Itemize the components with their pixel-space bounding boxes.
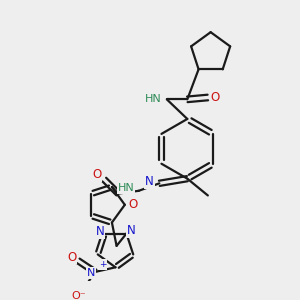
Text: N: N [127, 224, 136, 237]
Text: HN: HN [117, 183, 134, 193]
Text: O⁻: O⁻ [72, 291, 86, 300]
Text: O: O [67, 250, 76, 263]
Text: N: N [145, 175, 154, 188]
Text: O: O [92, 168, 101, 182]
Text: N: N [95, 225, 104, 238]
Text: O: O [211, 91, 220, 104]
Text: O: O [129, 198, 138, 211]
Text: N: N [87, 268, 95, 278]
Text: HN: HN [144, 94, 161, 104]
Text: +: + [99, 260, 106, 269]
